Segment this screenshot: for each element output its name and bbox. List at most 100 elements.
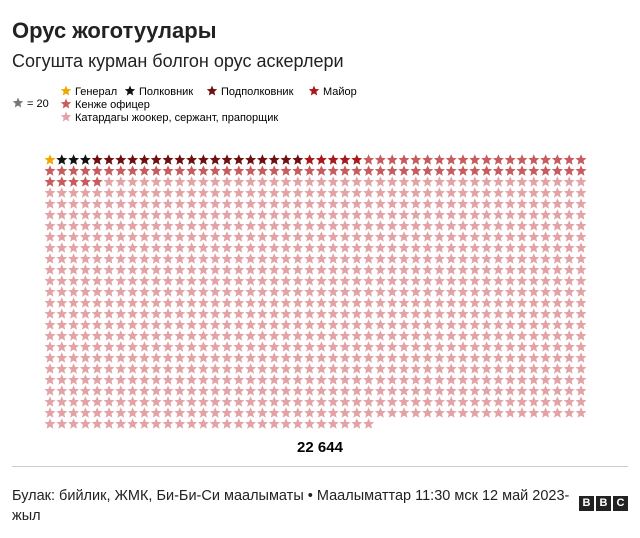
unit-star <box>150 407 162 418</box>
unit-star <box>127 352 139 363</box>
unit-star <box>103 176 115 187</box>
unit-star <box>327 363 339 374</box>
unit-star <box>245 319 257 330</box>
unit-star <box>481 330 493 341</box>
unit-star <box>551 297 563 308</box>
logo-letter: B <box>596 496 611 511</box>
unit-star <box>221 242 233 253</box>
unit-star <box>221 385 233 396</box>
unit-star <box>186 308 198 319</box>
unit-star <box>209 187 221 198</box>
unit-label: = 20 <box>27 98 49 110</box>
unit-star <box>209 154 221 165</box>
unit-star <box>209 242 221 253</box>
unit-star <box>516 165 528 176</box>
unit-star <box>516 363 528 374</box>
unit-star <box>268 330 280 341</box>
unit-star <box>563 407 575 418</box>
unit-star <box>457 297 469 308</box>
unit-star <box>575 165 587 176</box>
unit-star <box>540 176 552 187</box>
unit-star <box>162 209 174 220</box>
unit-star <box>174 154 186 165</box>
unit-star <box>410 297 422 308</box>
unit-star <box>363 198 375 209</box>
unit-star <box>115 297 127 308</box>
unit-star <box>304 165 316 176</box>
unit-star <box>292 253 304 264</box>
unit-star <box>563 264 575 275</box>
unit-star <box>398 220 410 231</box>
unit-star <box>386 396 398 407</box>
unit-star <box>540 165 552 176</box>
unit-star <box>575 407 587 418</box>
unit-star <box>422 352 434 363</box>
unit-star <box>398 286 410 297</box>
legend-label: Кенже офицер <box>75 99 150 111</box>
unit-star <box>469 297 481 308</box>
unit-star <box>410 308 422 319</box>
unit-star <box>422 198 434 209</box>
unit-star <box>79 286 91 297</box>
unit-star <box>197 374 209 385</box>
unit-star <box>56 330 68 341</box>
unit-star <box>150 286 162 297</box>
unit-star <box>280 242 292 253</box>
unit-star <box>551 198 563 209</box>
unit-star <box>209 198 221 209</box>
unit-star <box>150 253 162 264</box>
unit-star <box>115 363 127 374</box>
unit-star <box>221 297 233 308</box>
unit-star <box>504 374 516 385</box>
unit-star <box>481 165 493 176</box>
unit-star <box>233 363 245 374</box>
unit-star <box>103 352 115 363</box>
unit-star <box>351 220 363 231</box>
unit-star <box>233 407 245 418</box>
unit-star <box>398 363 410 374</box>
unit-star <box>386 187 398 198</box>
unit-star <box>386 286 398 297</box>
unit-star <box>492 154 504 165</box>
unit-star <box>504 198 516 209</box>
unit-star <box>339 385 351 396</box>
unit-star <box>209 363 221 374</box>
unit-star <box>327 374 339 385</box>
unit-star <box>351 352 363 363</box>
unit-star <box>127 418 139 429</box>
unit-star <box>528 319 540 330</box>
unit-star <box>280 253 292 264</box>
unit-star <box>339 220 351 231</box>
unit-star <box>197 231 209 242</box>
unit-star <box>292 275 304 286</box>
unit-star <box>91 319 103 330</box>
unit-star <box>127 242 139 253</box>
unit-star <box>469 231 481 242</box>
unit-star <box>127 165 139 176</box>
unit-star <box>138 418 150 429</box>
unit-star <box>327 418 339 429</box>
unit-star <box>292 341 304 352</box>
unit-star <box>268 231 280 242</box>
unit-star <box>457 253 469 264</box>
unit-star <box>256 275 268 286</box>
unit-star <box>540 154 552 165</box>
unit-star <box>481 209 493 220</box>
unit-star <box>540 374 552 385</box>
unit-star <box>292 363 304 374</box>
unit-star <box>575 363 587 374</box>
unit-star <box>351 286 363 297</box>
unit-star <box>351 297 363 308</box>
unit-star <box>386 231 398 242</box>
unit-star <box>233 396 245 407</box>
unit-star <box>268 319 280 330</box>
unit-star <box>374 330 386 341</box>
unit-star <box>516 231 528 242</box>
unit-star <box>445 165 457 176</box>
unit-star <box>138 187 150 198</box>
unit-star <box>433 297 445 308</box>
unit-star <box>551 352 563 363</box>
unit-star <box>528 187 540 198</box>
unit-star <box>162 154 174 165</box>
unit-star <box>445 286 457 297</box>
